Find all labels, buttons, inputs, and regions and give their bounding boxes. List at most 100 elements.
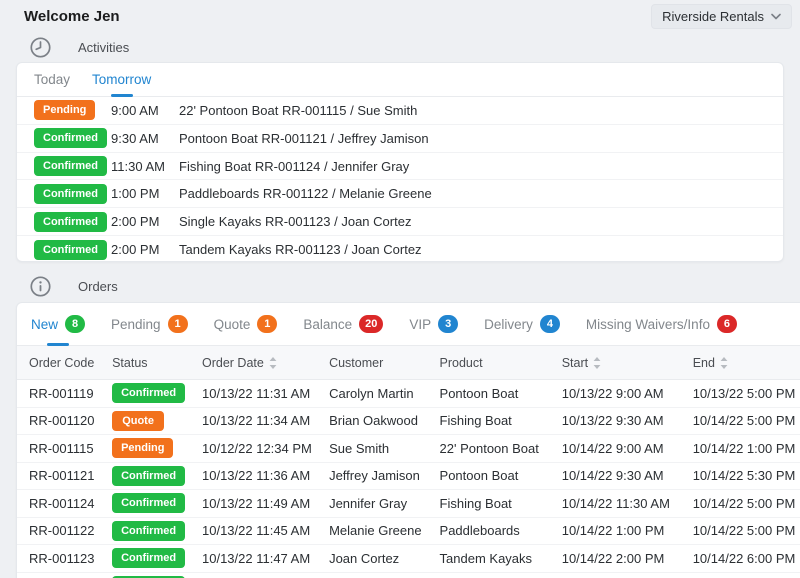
orders-tab-vip[interactable]: VIP 3 <box>409 303 459 345</box>
product: Pontoon Boat <box>439 385 519 401</box>
customer: Melanie Greene <box>329 523 422 539</box>
column-header-order-date[interactable]: Order Date <box>202 356 329 370</box>
count-badge: 20 <box>359 315 384 333</box>
activities-tabs: Today Tomorrow <box>17 63 783 97</box>
status-badge: Confirmed <box>112 465 186 486</box>
order-date: 10/13/22 11:49 AM <box>202 495 311 511</box>
order-code: RR-001122 <box>29 523 95 539</box>
orders-section-label: Orders <box>78 279 118 294</box>
product: 22' Pontoon Boat <box>439 440 539 456</box>
count-badge: 4 <box>539 315 560 333</box>
activity-description: Pontoon Boat RR-001121 / Jeffrey Jamison <box>179 130 429 146</box>
status-badge: Quote <box>112 410 165 431</box>
end-date: 10/14/22 1:00 PM <box>692 440 796 456</box>
column-header-start[interactable]: Start <box>562 356 693 370</box>
activity-row[interactable]: Confirmed 2:00 PM Tandem Kayaks RR-00112… <box>17 235 783 261</box>
tab-tomorrow-label: Tomorrow <box>92 72 152 87</box>
tab-tomorrow[interactable]: Tomorrow <box>92 63 151 96</box>
activity-row[interactable]: Confirmed 9:30 AM Pontoon Boat RR-001121… <box>17 123 783 152</box>
end-date: 10/14/22 5:30 PM <box>692 468 796 484</box>
end-date: 10/14/22 5:00 PM <box>692 495 796 511</box>
status-badge: Confirmed <box>112 493 186 514</box>
order-date: 10/13/22 11:47 AM <box>202 550 311 566</box>
table-row[interactable]: RR-001122 Confirmed 10/13/22 11:45 AM Me… <box>17 518 800 545</box>
column-header-order-code: Order Code <box>29 355 95 370</box>
customer: Carolyn Martin <box>329 385 414 401</box>
product: Fishing Boat <box>439 495 512 511</box>
order-date: 10/13/22 11:45 AM <box>202 523 311 539</box>
table-row[interactable]: Confirmed <box>17 573 800 578</box>
table-row[interactable]: RR-001123 Confirmed 10/13/22 11:47 AM Jo… <box>17 545 800 573</box>
orders-tab-quote[interactable]: Quote 1 <box>214 303 278 345</box>
sort-icon[interactable] <box>269 356 277 369</box>
start-date: 10/14/22 1:00 PM <box>561 523 665 539</box>
status-badge: Confirmed <box>34 211 107 232</box>
end-date: 10/14/22 5:00 PM <box>692 413 796 429</box>
info-icon <box>30 276 51 297</box>
product: Pontoon Boat <box>439 468 519 484</box>
status-badge: Pending <box>34 100 96 121</box>
top-bar: Welcome Jen Riverside Rentals <box>0 0 800 34</box>
activity-time: 9:00 AM <box>111 102 159 118</box>
tab-today[interactable]: Today <box>34 63 70 96</box>
account-selector[interactable]: Riverside Rentals <box>651 4 792 29</box>
start-date: 10/14/22 2:00 PM <box>561 550 665 566</box>
activities-list: Pending 9:00 AM 22' Pontoon Boat RR-0011… <box>17 97 783 261</box>
status-badge: Pending <box>112 438 174 459</box>
table-row[interactable]: RR-001119 Confirmed 10/13/22 11:31 AM Ca… <box>17 380 800 408</box>
start-date: 10/14/22 9:30 AM <box>561 468 664 484</box>
sort-icon[interactable] <box>720 356 728 369</box>
orders-tab-new[interactable]: New 8 <box>31 303 86 345</box>
column-header-customer: Customer <box>329 355 384 370</box>
order-code: RR-001115 <box>29 440 94 456</box>
order-date: 10/13/22 11:36 AM <box>202 468 311 484</box>
activity-description: Fishing Boat RR-001124 / Jennifer Gray <box>179 158 410 174</box>
orders-tab-balance[interactable]: Balance 20 <box>303 303 384 345</box>
status-badge: Confirmed <box>34 156 107 177</box>
activity-row[interactable]: Confirmed 11:30 AM Fishing Boat RR-00112… <box>17 151 783 180</box>
status-badge: Confirmed <box>34 239 107 260</box>
order-code: RR-001124 <box>29 495 95 511</box>
status-badge: Confirmed <box>112 520 186 541</box>
customer: Jennifer Gray <box>329 495 408 511</box>
status-badge: Confirmed <box>112 383 186 404</box>
activity-row[interactable]: Confirmed 2:00 PM Single Kayaks RR-00112… <box>17 207 783 235</box>
table-row[interactable]: RR-001120 Quote 10/13/22 11:34 AM Brian … <box>17 408 800 435</box>
status-badge: Confirmed <box>34 183 107 204</box>
orders-table-header: Order Code Status Order Date Customer Pr… <box>17 346 800 380</box>
order-code: RR-001120 <box>29 413 95 429</box>
count-badge: 1 <box>167 315 188 333</box>
activity-row[interactable]: Confirmed 1:00 PM Paddleboards RR-001122… <box>17 179 783 207</box>
start-date: 10/13/22 9:00 AM <box>561 385 664 401</box>
orders-tab-pending[interactable]: Pending 1 <box>111 303 188 345</box>
activities-card: Today Tomorrow Pending 9:00 AM 22' Ponto… <box>16 62 784 262</box>
orders-tabs: New 8 Pending 1 Quote 1 Balance 20 VIP 3… <box>17 303 800 346</box>
product: Fishing Boat <box>439 413 512 429</box>
order-date: 10/12/22 12:34 PM <box>202 440 312 456</box>
activity-description: 22' Pontoon Boat RR-001115 / Sue Smith <box>179 102 418 118</box>
activity-description: Single Kayaks RR-001123 / Joan Cortez <box>179 214 412 230</box>
orders-tab-delivery[interactable]: Delivery 4 <box>484 303 560 345</box>
end-date: 10/13/22 5:00 PM <box>692 385 796 401</box>
orders-tab-missing-waivers[interactable]: Missing Waivers/Info 6 <box>586 303 737 345</box>
sort-icon[interactable] <box>593 356 601 369</box>
orders-card: New 8 Pending 1 Quote 1 Balance 20 VIP 3… <box>16 302 800 578</box>
customer: Jeffrey Jamison <box>329 468 420 484</box>
chevron-down-icon <box>771 13 781 20</box>
table-row[interactable]: RR-001115 Pending 10/12/22 12:34 PM Sue … <box>17 435 800 463</box>
tab-today-label: Today <box>34 72 71 87</box>
product: Paddleboards <box>439 523 520 539</box>
table-row[interactable]: RR-001124 Confirmed 10/13/22 11:49 AM Je… <box>17 490 800 518</box>
start-date: 10/14/22 9:00 AM <box>561 440 664 456</box>
column-header-end[interactable]: End <box>693 356 800 370</box>
status-badge: Confirmed <box>112 548 186 569</box>
count-badge: 1 <box>257 315 278 333</box>
table-row[interactable]: RR-001121 Confirmed 10/13/22 11:36 AM Je… <box>17 463 800 490</box>
activity-description: Tandem Kayaks RR-001123 / Joan Cortez <box>179 242 422 258</box>
status-badge: Confirmed <box>34 128 107 149</box>
count-badge: 6 <box>716 315 737 333</box>
activity-row[interactable]: Pending 9:00 AM 22' Pontoon Boat RR-0011… <box>17 97 783 124</box>
start-date: 10/14/22 11:30 AM <box>561 495 670 511</box>
start-date: 10/13/22 9:30 AM <box>561 413 664 429</box>
end-date: 10/14/22 6:00 PM <box>692 550 796 566</box>
